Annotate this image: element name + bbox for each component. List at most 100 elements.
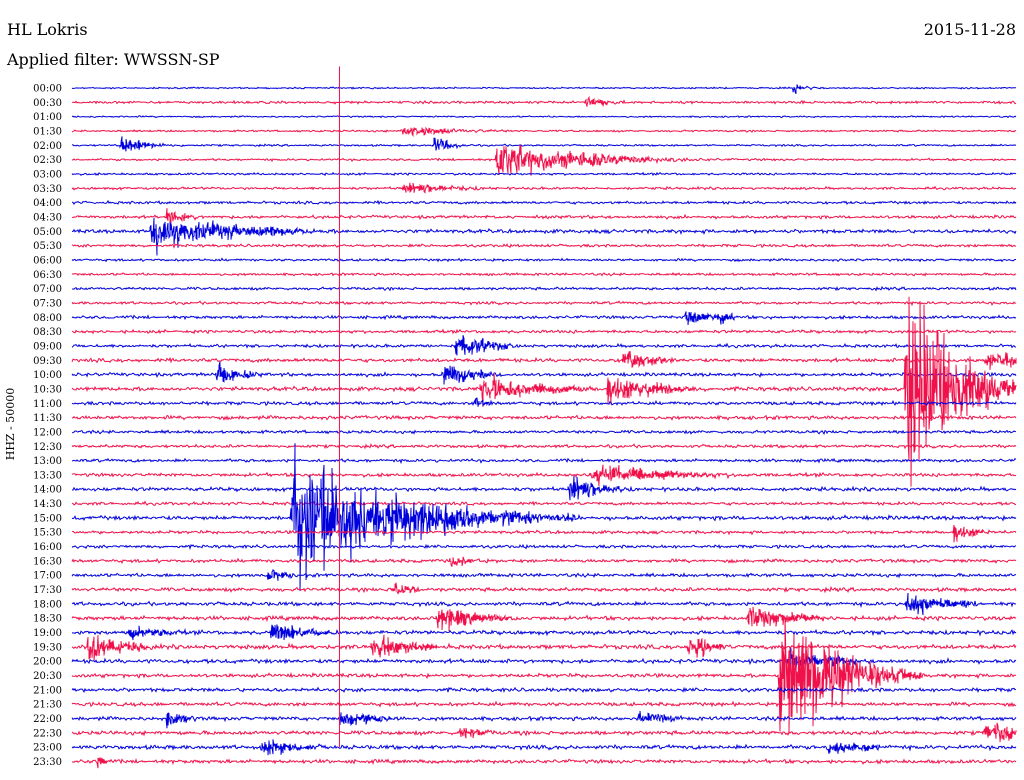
time-label: 01:00 — [33, 112, 62, 123]
time-label: 20:30 — [33, 671, 62, 682]
trace-line — [71, 300, 1017, 307]
trace-line — [71, 397, 1017, 407]
time-label: 12:00 — [33, 427, 62, 438]
trace-line — [71, 686, 1017, 694]
trace-line — [71, 429, 1017, 435]
time-label: 06:30 — [33, 270, 62, 281]
time-label: 23:00 — [33, 743, 62, 754]
time-label: 07:30 — [33, 298, 62, 309]
time-label: 20:00 — [33, 657, 62, 668]
trace-line — [71, 443, 1017, 450]
trace-line — [71, 543, 1017, 551]
filter-label: Applied filter: WWSSN-SP — [7, 50, 220, 69]
time-label: 10:30 — [33, 384, 62, 395]
time-label: 08:30 — [33, 327, 62, 338]
trace-line — [71, 257, 1016, 263]
time-label: 03:30 — [33, 184, 62, 195]
time-label: 16:30 — [33, 556, 62, 567]
time-label-group: 00:00 00:30 01:00 01:30 02:00 02:30 03:00 03:30… — [33, 84, 62, 769]
trace-line — [71, 648, 1017, 671]
time-label: 18:00 — [33, 599, 62, 610]
trace-line — [71, 582, 1017, 595]
time-label: 22:30 — [33, 728, 62, 739]
time-label: 00:00 — [33, 84, 62, 95]
trace-line — [71, 592, 1017, 616]
trace-line — [71, 171, 1017, 177]
time-label: 11:00 — [33, 399, 62, 410]
time-label: 02:30 — [33, 155, 62, 166]
trace-line — [71, 556, 1016, 567]
time-label: 01:30 — [33, 126, 62, 137]
trace-line — [71, 739, 1017, 756]
station-title: HL Lokris — [7, 20, 88, 39]
time-label: 08:00 — [33, 313, 62, 324]
time-label: 13:00 — [33, 456, 62, 467]
trace-line — [71, 475, 1017, 501]
time-label: 02:00 — [33, 141, 62, 152]
trace-line — [71, 84, 1016, 95]
trace-line — [71, 335, 1017, 356]
time-label: 15:30 — [33, 528, 62, 539]
trace-line — [71, 616, 1017, 733]
trace-line — [71, 457, 1017, 465]
time-label: 09:30 — [33, 356, 62, 367]
trace-line — [71, 710, 1017, 729]
trace-line — [71, 217, 1017, 256]
trace-line — [71, 311, 1017, 325]
trace-group — [71, 66, 1017, 769]
time-label: 10:00 — [33, 370, 62, 381]
time-label: 00:30 — [33, 98, 62, 109]
y-axis-label: HHZ - 50000 — [4, 388, 17, 461]
trace-line — [71, 700, 1017, 708]
trace-line — [71, 350, 1017, 370]
time-label: 09:00 — [33, 341, 62, 352]
trace-line — [71, 95, 1017, 107]
time-label: 16:00 — [33, 542, 62, 553]
time-label: 13:30 — [33, 470, 62, 481]
time-label: 04:30 — [33, 212, 62, 223]
trace-line — [71, 756, 1017, 769]
trace-line — [71, 443, 1017, 591]
time-label: 06:00 — [33, 255, 62, 266]
time-label: 11:30 — [33, 413, 62, 424]
trace-line — [71, 285, 1017, 292]
trace-line — [71, 569, 1017, 581]
trace-line — [71, 115, 1017, 119]
trace-line — [71, 145, 1017, 176]
time-label: 03:00 — [33, 169, 62, 180]
trace-line — [71, 328, 1017, 335]
trace-line — [71, 296, 1017, 487]
time-label: 21:30 — [33, 700, 62, 711]
time-label: 19:30 — [33, 642, 62, 653]
time-label: 05:30 — [33, 241, 62, 252]
trace-line — [71, 414, 1017, 422]
date-label: 2015-11-28 — [923, 20, 1016, 39]
time-label: 17:30 — [33, 585, 62, 596]
time-label: 12:30 — [33, 442, 62, 453]
trace-line — [71, 208, 1017, 224]
trace-line — [71, 606, 1017, 632]
time-label: 05:00 — [33, 227, 62, 238]
time-label: 14:00 — [33, 485, 62, 496]
trace-line — [71, 524, 1017, 543]
time-label: 07:00 — [33, 284, 62, 295]
time-label: 18:30 — [33, 614, 62, 625]
time-label: 21:00 — [33, 685, 62, 696]
trace-line — [71, 199, 1017, 206]
time-label: 23:30 — [33, 757, 62, 768]
trace-line — [71, 624, 1017, 641]
trace-line — [71, 500, 1017, 507]
trace-line — [71, 464, 1017, 486]
trace-line — [71, 126, 1017, 138]
trace-line — [71, 136, 1017, 152]
trace-line — [71, 361, 1017, 385]
time-label: 19:00 — [33, 628, 62, 639]
trace-line — [71, 634, 1017, 661]
time-label: 04:00 — [33, 198, 62, 209]
trace-line — [71, 243, 1017, 249]
time-label: 14:30 — [33, 499, 62, 510]
trace-line — [71, 722, 1017, 743]
trace-line — [71, 182, 1017, 194]
time-label: 17:00 — [33, 571, 62, 582]
